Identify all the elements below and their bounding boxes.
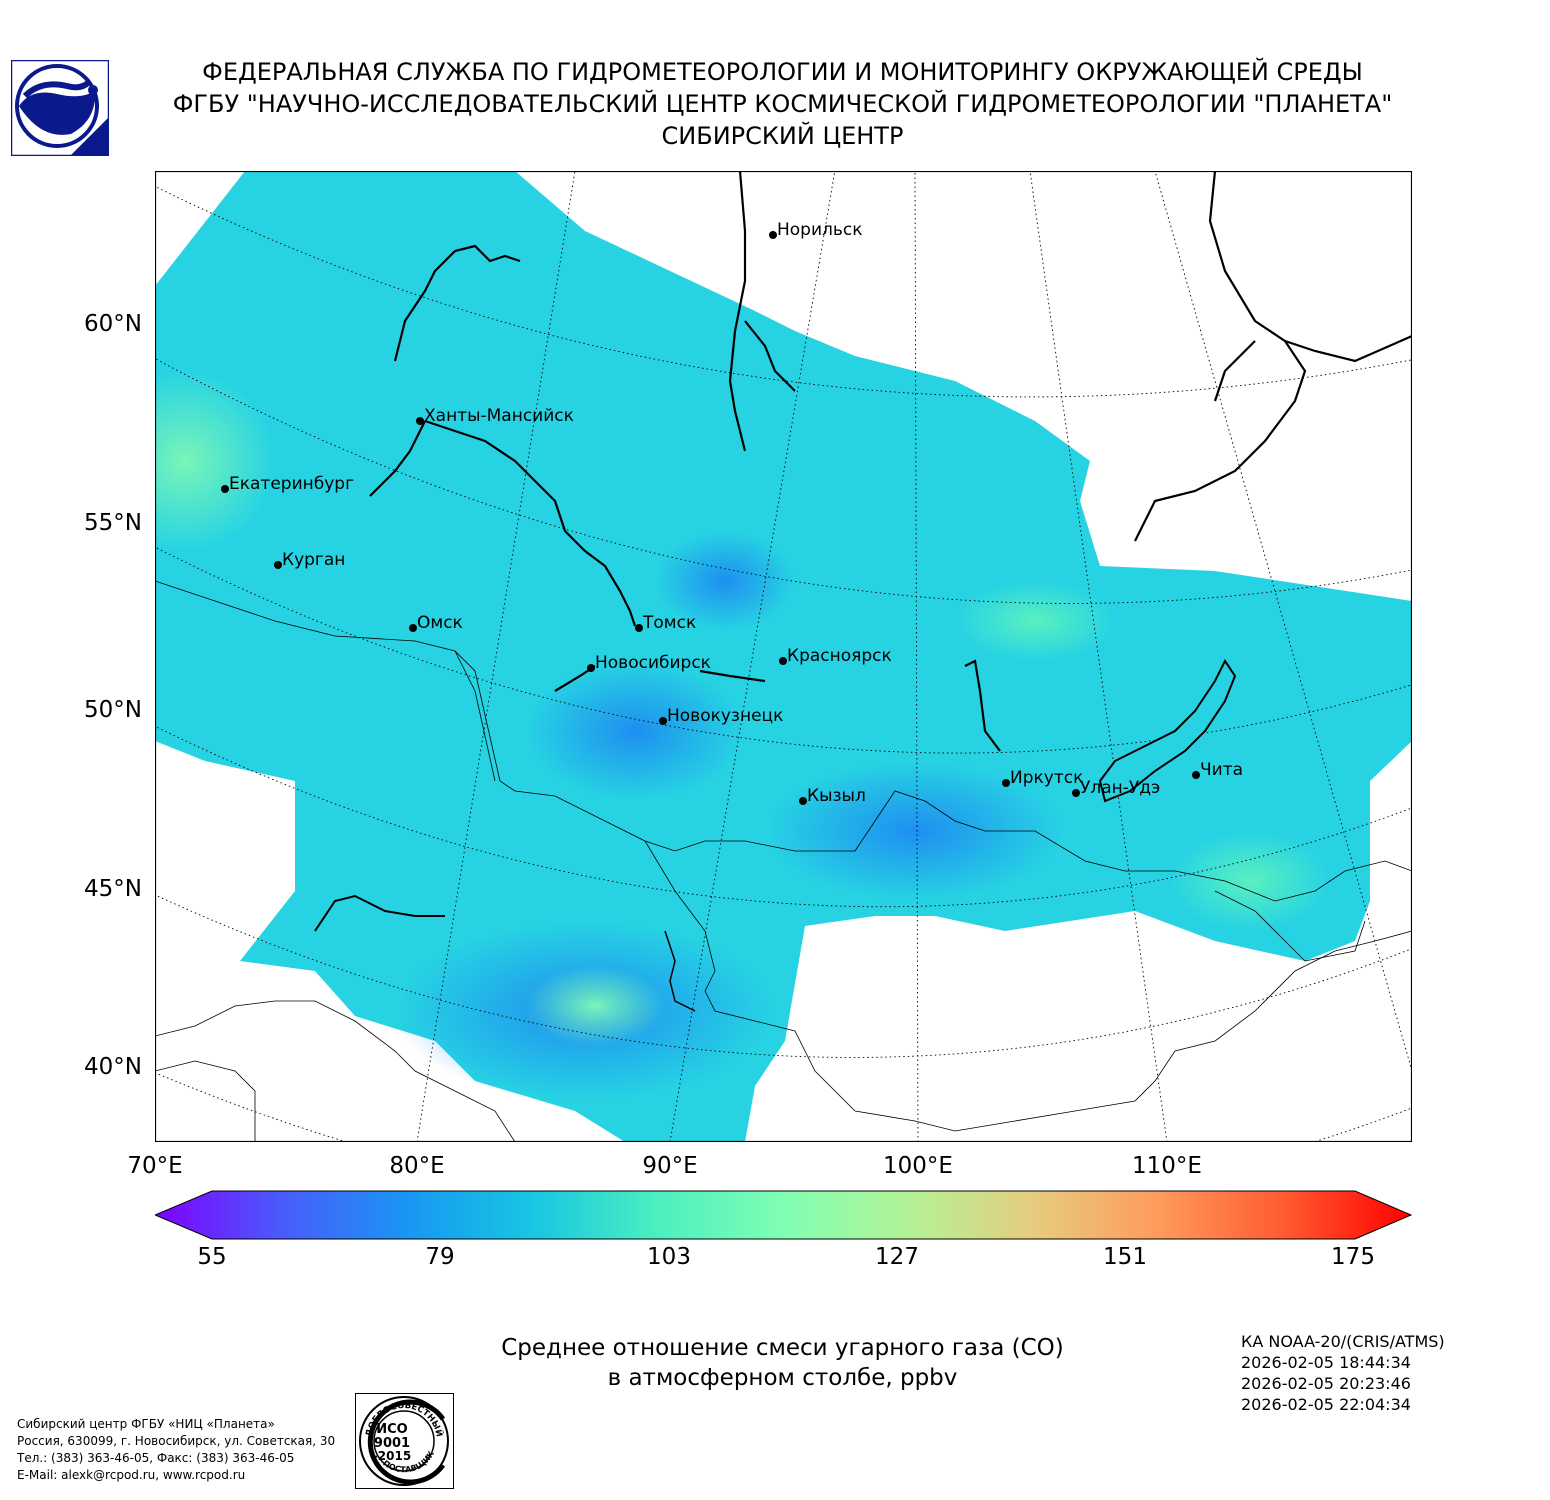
lake-baikal [1098, 659, 1237, 803]
svg-text:Чита: Чита [1200, 760, 1243, 780]
iso-badge-line-1: ИСО [376, 1422, 407, 1437]
header-line-1: ФЕДЕРАЛЬНАЯ СЛУЖБА ПО ГИДРОМЕТЕОРОЛОГИИ … [202, 58, 1363, 86]
colorbar [153, 1190, 1413, 1240]
colorbar-tick: 175 [1331, 1244, 1375, 1270]
satellite-info: КА NOAA-20/(CRIS/ATMS) 2026-02-05 18:44:… [1241, 1331, 1445, 1415]
co-data-field [155, 171, 1412, 1142]
city-norilsk: Норильск [769, 220, 863, 240]
lon-label: 110°E [1132, 1153, 1202, 1179]
colorbar-bar [153, 1190, 1413, 1240]
lake-shore [664, 930, 696, 1012]
svg-text:Улан-Удэ: Улан-Удэ [1080, 778, 1160, 798]
city-khanty-mansiysk: Ханты-Мансийск [416, 406, 574, 426]
rivers [369, 171, 1412, 752]
header-line-3: СИБИРСКИЙ ЦЕНТР [661, 122, 904, 150]
planeta-logo [10, 59, 110, 157]
caption-line-2: в атмосферном столбе, ppbv [607, 1365, 958, 1391]
lat-label: 55°N [84, 510, 142, 536]
city-tomsk: Томск [635, 613, 696, 633]
svg-text:Новокузнецк: Новокузнецк [667, 706, 783, 726]
lat-label: 45°N [84, 876, 142, 902]
co-low-area [655, 531, 795, 631]
city-novosibirsk: Новосибирск [587, 653, 711, 673]
lat-label: 60°N [84, 311, 142, 337]
svg-text:Омск: Омск [417, 613, 463, 633]
iso-badge: ДОБРОСОВЕСТНЫЙ ПОСТАВЩИК ИСО 9001 -2015 [355, 1393, 454, 1489]
footer-phone: Тел.: (383) 363-46-05, Факс: (383) 363-4… [17, 1451, 295, 1465]
city-chita: Чита [1192, 760, 1243, 780]
co-high-area [155, 371, 275, 551]
city-novokuznetsk: Новокузнецк [659, 706, 783, 726]
svg-text:Красноярск: Красноярск [787, 646, 892, 666]
co-high-area [525, 966, 665, 1046]
iso-badge-line-2: 9001 [374, 1436, 410, 1451]
map-caption: Среднее отношение смеси угарного газа (C… [380, 1333, 1185, 1393]
map-frame [154, 170, 1413, 1143]
svg-text:Томск: Томск [642, 613, 696, 633]
parallels [155, 185, 1412, 1142]
svg-text:Новосибирск: Новосибирск [595, 653, 711, 673]
svg-text:Курган: Курган [282, 550, 345, 570]
co-map: Норильск Ханты-Мансийск Екатеринбург Кур… [154, 170, 1413, 1143]
iso-badge-line-3: -2015 [373, 1449, 411, 1463]
colorbar-tick: 103 [647, 1244, 691, 1270]
lat-label: 50°N [84, 697, 142, 723]
city-irkutsk: Иркутск [1002, 768, 1083, 788]
co-high-area [1170, 831, 1330, 931]
footer-org: Сибирский центр ФГБУ «НИЦ «Планета» [17, 1417, 275, 1431]
city-omsk: Омск [409, 613, 463, 633]
pass-time: 2026-02-05 22:04:34 [1241, 1395, 1411, 1414]
header-line-2: ФГБУ "НАУЧНО-ИССЛЕДОВАТЕЛЬСКИЙ ЦЕНТР КОС… [172, 90, 1393, 118]
city-ulan-ude: Улан-Удэ [1072, 778, 1160, 798]
lake-balkhash [314, 894, 445, 932]
borders [155, 580, 1412, 1142]
pass-time: 2026-02-05 20:23:46 [1241, 1374, 1411, 1393]
colorbar-tick: 151 [1103, 1244, 1147, 1270]
lon-label: 80°E [389, 1153, 445, 1179]
pass-time: 2026-02-05 18:44:34 [1241, 1353, 1411, 1372]
caption-line-1: Среднее отношение смеси угарного газа (C… [501, 1335, 1064, 1361]
footer-email: E-Mail: alexk@rcpod.ru, www.rcpod.ru [17, 1468, 246, 1482]
cities: Норильск Ханты-Мансийск Екатеринбург Кур… [221, 220, 1243, 806]
lon-label: 100°E [883, 1153, 953, 1179]
meridians [416, 171, 1412, 1142]
footer-contacts: Сибирский центр ФГБУ «НИЦ «Планета» Росс… [17, 1416, 335, 1484]
colorbar-tick: 127 [875, 1244, 919, 1270]
svg-text:Кызыл: Кызыл [807, 786, 866, 806]
svg-text:Ханты-Мансийск: Ханты-Мансийск [424, 406, 574, 426]
svg-text:Иркутск: Иркутск [1010, 768, 1083, 788]
svg-text:Екатеринбург: Екатеринбург [229, 474, 354, 494]
footer-address: Россия, 630099, г. Новосибирск, ул. Сове… [17, 1434, 336, 1448]
co-low-area [765, 761, 1065, 901]
colorbar-tick: 79 [425, 1244, 455, 1270]
lon-label: 70°E [127, 1153, 183, 1179]
colorbar-tick: 55 [197, 1244, 227, 1270]
lon-label: 90°E [642, 1153, 698, 1179]
svg-text:Норильск: Норильск [777, 220, 863, 240]
city-yekaterinburg: Екатеринбург [221, 474, 354, 494]
city-krasnoyarsk: Красноярск [779, 646, 892, 666]
satellite-name: КА NOAA-20/(CRIS/ATMS) [1241, 1332, 1445, 1351]
city-kyzyl: Кызыл [799, 786, 866, 806]
co-low-area [525, 661, 745, 801]
lat-label: 40°N [84, 1054, 142, 1080]
co-high-area [955, 581, 1115, 661]
city-kurgan: Курган [274, 550, 345, 570]
